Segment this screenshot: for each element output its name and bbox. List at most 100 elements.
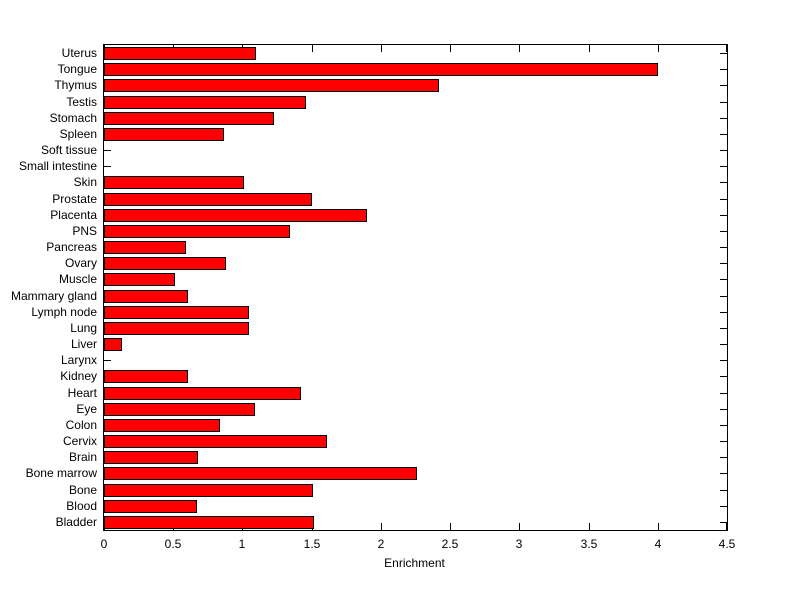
bar-uterus: [104, 47, 256, 60]
category-label: Blood: [66, 499, 97, 513]
bar-mammary-gland: [104, 290, 188, 303]
y-tick-right: [720, 328, 727, 329]
x-tick-bottom: [519, 523, 520, 530]
plot-area: [103, 44, 728, 531]
category-label: Brain: [68, 450, 97, 464]
x-tick-top: [726, 45, 727, 52]
bar-pancreas: [104, 241, 186, 254]
category-label: Heart: [67, 386, 97, 400]
category-label: Stomach: [49, 111, 97, 125]
x-tick-top: [312, 45, 313, 52]
category-label: Larynx: [60, 353, 97, 367]
category-label: Bone: [68, 483, 97, 497]
category-label: Mammary gland: [10, 289, 97, 303]
y-tick-left: [104, 150, 111, 151]
bar-lymph-node: [104, 306, 249, 319]
category-label: Colon: [65, 418, 97, 432]
bar-brain: [104, 451, 198, 464]
x-tick-top: [381, 45, 382, 52]
y-tick-right: [720, 85, 727, 86]
category-label: Small intestine: [18, 159, 97, 173]
x-tick-label: 0.5: [164, 537, 182, 551]
x-tick-label: 4.5: [718, 537, 736, 551]
y-tick-right: [720, 522, 727, 523]
bar-spleen: [104, 128, 224, 141]
y-tick-right: [720, 506, 727, 507]
bar-colon: [104, 419, 220, 432]
y-tick-right: [720, 134, 727, 135]
category-label: Uterus: [61, 46, 97, 60]
y-tick-right: [720, 490, 727, 491]
y-tick-right: [720, 199, 727, 200]
x-tick-top: [589, 45, 590, 52]
category-label: Thymus: [54, 78, 97, 92]
bar-ovary: [104, 257, 226, 270]
y-tick-right: [720, 150, 727, 151]
y-tick-right: [720, 360, 727, 361]
x-tick-label: 1.5: [303, 537, 321, 551]
x-tick-label: 0: [100, 537, 108, 551]
category-label: Bladder: [55, 515, 97, 529]
y-tick-right: [720, 279, 727, 280]
category-label: Cervix: [62, 434, 97, 448]
x-tick-top: [658, 45, 659, 52]
category-label: PNS: [72, 224, 97, 238]
x-tick-label: 4: [654, 537, 662, 551]
category-label: Prostate: [52, 192, 97, 206]
x-tick-top: [519, 45, 520, 52]
category-label: Soft tissue: [40, 143, 97, 157]
y-tick-right: [720, 312, 727, 313]
category-label: Tongue: [57, 62, 97, 76]
category-label: Lymph node: [31, 305, 97, 319]
x-tick-bottom: [450, 523, 451, 530]
category-label: Testis: [66, 95, 97, 109]
bar-testis: [104, 96, 306, 109]
category-label: Muscle: [58, 272, 97, 286]
category-label: Skin: [73, 175, 97, 189]
y-tick-right: [720, 409, 727, 410]
x-tick-bottom: [381, 523, 382, 530]
category-label: Pancreas: [46, 240, 97, 254]
x-tick-label: 2.5: [441, 537, 459, 551]
category-label: Bone marrow: [25, 466, 97, 480]
bar-muscle: [104, 273, 175, 286]
category-label: Liver: [70, 337, 97, 351]
bar-prostate: [104, 193, 312, 206]
category-label: Eye: [76, 402, 97, 416]
bar-bladder: [104, 516, 314, 529]
bar-pns: [104, 225, 290, 238]
y-tick-right: [720, 441, 727, 442]
category-label: Ovary: [64, 256, 97, 270]
y-tick-right: [720, 263, 727, 264]
x-axis-label: Enrichment: [384, 556, 445, 570]
y-tick-right: [720, 425, 727, 426]
x-tick-label: 3: [515, 537, 523, 551]
category-label: Lung: [70, 321, 97, 335]
bar-lung: [104, 322, 249, 335]
bar-eye: [104, 403, 255, 416]
y-tick-right: [720, 457, 727, 458]
y-tick-left: [104, 360, 111, 361]
y-tick-left: [104, 166, 111, 167]
x-tick-top: [450, 45, 451, 52]
y-tick-right: [720, 231, 727, 232]
y-tick-right: [720, 53, 727, 54]
bar-kidney: [104, 370, 188, 383]
x-tick-label: 1: [238, 537, 246, 551]
bar-heart: [104, 387, 301, 400]
x-tick-bottom: [589, 523, 590, 530]
y-tick-right: [720, 69, 727, 70]
y-tick-right: [720, 393, 727, 394]
y-tick-right: [720, 473, 727, 474]
category-label: Spleen: [59, 127, 97, 141]
bar-bone: [104, 484, 313, 497]
y-tick-right: [720, 182, 727, 183]
y-tick-right: [720, 102, 727, 103]
bar-blood: [104, 500, 197, 513]
x-tick-bottom: [658, 523, 659, 530]
bar-cervix: [104, 435, 327, 448]
bar-thymus: [104, 79, 439, 92]
y-tick-right: [720, 376, 727, 377]
y-tick-right: [720, 118, 727, 119]
